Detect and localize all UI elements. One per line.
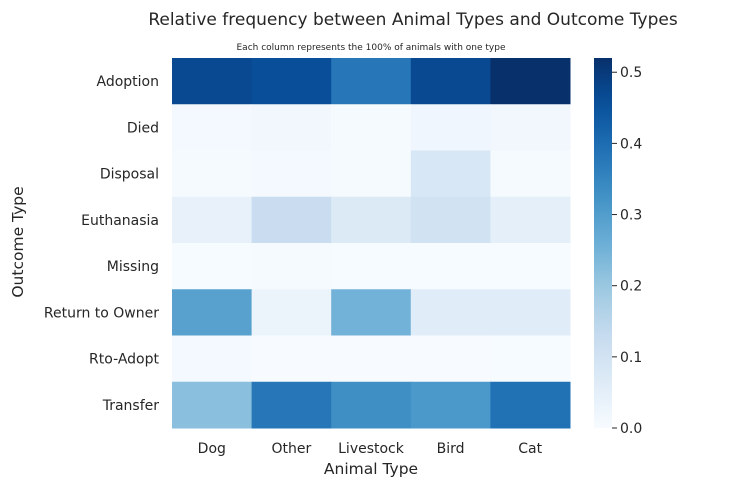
heatmap-cell-3-4 [490,196,571,244]
heatmap-cell-0-2 [331,58,412,105]
colorbar-tick-label: 0.0 [620,421,642,437]
heatmap-cell-6-2 [331,335,412,383]
heatmap-cell-2-3 [410,150,491,198]
heatmap-cell-6-3 [410,335,491,383]
heatmap-cell-0-1 [251,58,332,105]
heatmap-cell-6-4 [490,335,571,383]
y-tick-label: Rto-Adopt [89,352,159,368]
y-tick-label: Transfer [102,398,160,414]
y-tick-label: Missing [107,259,159,275]
heatmap-cell-2-0 [172,150,253,198]
heatmap-cell-4-0 [172,243,253,290]
heatmap-cell-2-2 [331,150,412,198]
chart-subtitle: Each column represents the 100% of anima… [237,43,506,53]
x-tick-label: Livestock [338,441,405,457]
colorbar [594,58,612,428]
y-tick-label: Adoption [97,74,160,90]
y-tick-label: Died [127,120,159,136]
x-tick-labels: Dog Other Livestock Bird Cat [198,441,543,457]
heatmap-cell-5-3 [410,289,491,336]
heatmap-cell-4-3 [410,243,491,290]
heatmap-cell-3-1 [251,196,332,244]
heatmap-cell-7-0 [172,381,253,429]
heatmap-cell-5-1 [251,289,332,336]
x-tick-label: Bird [437,441,465,457]
colorbar-tick-label: 0.5 [620,65,642,81]
heatmap-cell-0-0 [172,58,253,105]
y-axis-label: Outcome Type [9,186,27,297]
x-tick-label: Other [272,441,312,457]
x-tick-label: Cat [518,441,542,457]
x-axis-label: Animal Type [324,460,418,478]
heatmap-cell-1-4 [490,104,571,151]
y-tick-label: Disposal [100,167,159,183]
heatmap-cell-1-0 [172,104,253,151]
heatmap-cell-4-2 [331,243,412,290]
heatmap-cell-3-0 [172,196,253,244]
heatmap-cell-5-2 [331,289,412,336]
heatmap-cell-2-1 [251,150,332,198]
heatmap-cell-7-2 [331,381,412,429]
heatmap-cells [172,58,571,429]
heatmap-cell-0-3 [410,58,491,105]
heatmap-cell-3-3 [410,196,491,244]
heatmap-cell-1-3 [410,104,491,151]
heatmap-cell-7-4 [490,381,571,429]
colorbar-ticks: 0.0 0.1 0.2 0.3 0.4 0.5 [612,65,642,437]
heatmap-cell-5-0 [172,289,253,336]
colorbar-tick-label: 0.1 [620,350,642,366]
heatmap-cell-6-1 [251,335,332,383]
heatmap-cell-0-4 [490,58,571,105]
heatmap-cell-7-3 [410,381,491,429]
y-tick-label: Return to Owner [44,305,159,321]
y-tick-labels: Adoption Died Disposal Euthanasia Missing Ret… [44,74,160,414]
heatmap-cell-4-1 [251,243,332,290]
y-tick-label: Euthanasia [81,213,159,229]
heatmap-cell-4-4 [490,243,571,290]
heatmap-cell-1-1 [251,104,332,151]
colorbar-tick-label: 0.3 [620,208,642,224]
heatmap-cell-5-4 [490,289,571,336]
x-tick-label: Dog [198,441,226,457]
colorbar-tick-label: 0.4 [620,136,642,152]
heatmap-cell-6-0 [172,335,253,383]
heatmap-cell-7-1 [251,381,332,429]
heatmap-cell-3-2 [331,196,412,244]
chart-title: Relative frequency between Animal Types … [148,10,678,30]
colorbar-tick-label: 0.2 [620,279,642,295]
heatmap-cell-1-2 [331,104,412,151]
heatmap-cell-2-4 [490,150,571,198]
